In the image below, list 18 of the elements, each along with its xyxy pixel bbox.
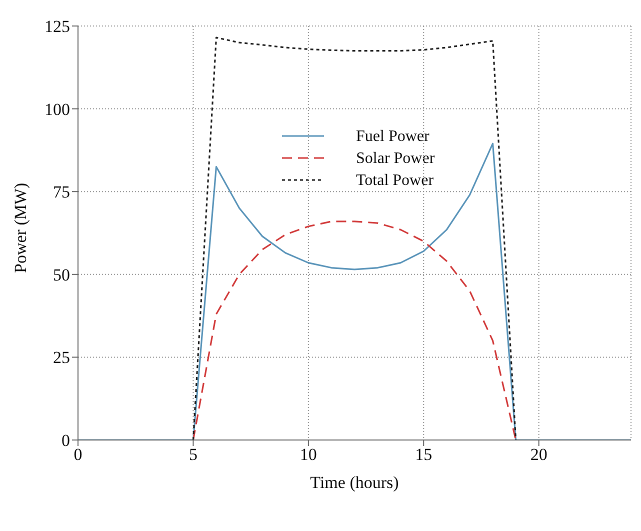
y-tick-label: 0 [62,431,70,450]
x-tick-label: 20 [530,445,548,464]
legend-label: Solar Power [356,150,436,167]
x-tick-label: 5 [188,445,198,464]
legend-label: Total Power [356,172,434,189]
x-tick-label: 0 [74,445,82,464]
y-tick-label: 25 [53,348,70,368]
y-tick-label: 100 [44,100,70,119]
line-series [192,36,517,440]
y-axis-title: Power (MW) [11,182,30,273]
y-tick-label: 125 [44,17,70,36]
x-tick-label: 10 [300,445,317,464]
x-axis-title: Time (hours) [310,473,399,492]
y-tick-label: 75 [53,182,70,202]
line-series [192,220,517,440]
legend-label: Fuel Power [356,128,430,145]
x-tick-label: 15 [415,445,432,464]
y-tick-label: 50 [53,265,70,284]
